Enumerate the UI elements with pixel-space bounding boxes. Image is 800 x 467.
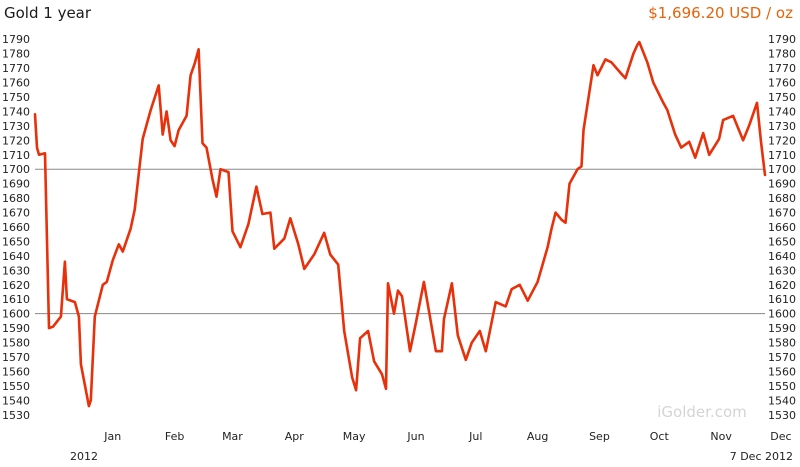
y-tick-label-right: 1700 [768,163,796,176]
y-tick-label-right: 1560 [768,365,796,378]
y-tick-label-right: 1730 [768,120,796,133]
y-tick-label-right: 1590 [768,322,796,335]
chart-title: Gold 1 year [4,4,92,22]
y-tick-label-left: 1680 [2,192,30,205]
y-tick-label-right: 1740 [768,105,796,118]
y-tick-label-left: 1640 [2,250,30,263]
y-tick-label-left: 1740 [2,105,30,118]
x-tick-label: Oct [650,430,670,443]
watermark: iGolder.com [657,403,746,421]
y-tick-label-right: 1710 [768,149,796,162]
y-tick-label-left: 1630 [2,264,30,277]
y-tick-label-right: 1600 [768,308,796,321]
x-tick-label: Feb [165,430,184,443]
x-tick-label: Jul [468,430,482,443]
x-tick-label: Apr [285,430,305,443]
y-tick-label-left: 1580 [2,337,30,350]
y-tick-label-right: 1780 [768,48,796,61]
x-tick-label: Dec [770,430,791,443]
x-tick-label: Aug [527,430,548,443]
y-tick-label-right: 1750 [768,91,796,104]
y-tick-label-right: 1790 [768,33,796,46]
date-label: 7 Dec 2012 [730,450,793,463]
y-tick-label-left: 1770 [2,62,30,75]
y-tick-label-left: 1720 [2,134,30,147]
x-tick-label: Jun [406,430,424,443]
year-label: 2012 [70,450,98,463]
y-tick-label-left: 1660 [2,221,30,234]
y-tick-label-right: 1680 [768,192,796,205]
y-tick-label-right: 1770 [768,62,796,75]
y-tick-label-right: 1530 [768,409,796,422]
price-label: $1,696.20 USD / oz [648,4,793,22]
y-tick-label-right: 1640 [768,250,796,263]
y-tick-label-left: 1750 [2,91,30,104]
y-tick-label-right: 1660 [768,221,796,234]
x-tick-label: Sep [589,430,610,443]
y-tick-label-right: 1630 [768,264,796,277]
y-tick-label-left: 1540 [2,394,30,407]
x-tick-label: Jan [103,430,121,443]
y-tick-label-left: 1700 [2,163,30,176]
y-tick-label-right: 1720 [768,134,796,147]
y-tick-label-right: 1570 [768,351,796,364]
y-tick-label-left: 1570 [2,351,30,364]
x-axis: Jan Feb Mar Apr May Jun Jul Aug Sep Oct Nov Dec [103,430,791,443]
x-tick-label: Mar [222,430,243,443]
x-tick-label: Nov [710,430,732,443]
y-tick-label-right: 1620 [768,279,796,292]
y-tick-label-left: 1760 [2,77,30,90]
y-tick-label-right: 1610 [768,293,796,306]
y-tick-label-left: 1550 [2,380,30,393]
series-group [33,40,767,408]
y-tick-label-left: 1530 [2,409,30,422]
y-tick-label-right: 1550 [768,380,796,393]
y-tick-label-left: 1690 [2,178,30,191]
y-tick-label-left: 1560 [2,365,30,378]
y-tick-label-left: 1710 [2,149,30,162]
y-tick-label-right: 1760 [768,77,796,90]
y-tick-label-left: 1620 [2,279,30,292]
y-tick-label-right: 1670 [768,207,796,220]
y-tick-label-left: 1730 [2,120,30,133]
gold-price-line [33,40,767,408]
reference-lines [35,168,765,315]
y-tick-label-left: 1600 [2,308,30,321]
y-tick-label-right: 1690 [768,178,796,191]
y-tick-label-right: 1650 [768,235,796,248]
x-tick-label: May [343,430,366,443]
y-tick-label-left: 1610 [2,293,30,306]
y-tick-label-left: 1790 [2,33,30,46]
y-tick-label-left: 1670 [2,207,30,220]
y-tick-label-left: 1780 [2,48,30,61]
y-tick-label-left: 1590 [2,322,30,335]
y-tick-label-right: 1580 [768,337,796,350]
y-tick-label-right: 1540 [768,394,796,407]
y-tick-label-left: 1650 [2,235,30,248]
